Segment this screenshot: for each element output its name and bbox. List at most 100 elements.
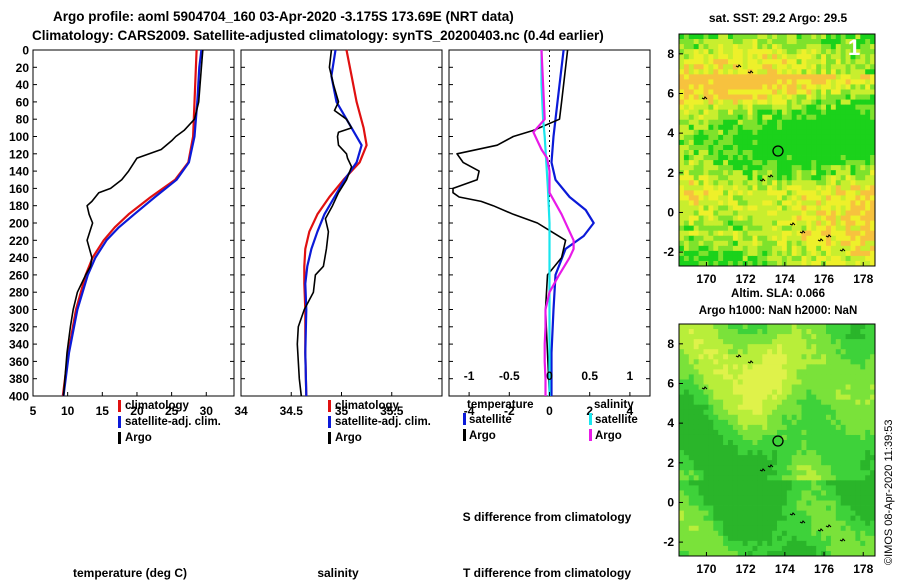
heatmap-cell [713,535,719,542]
heatmap-cell [703,344,709,350]
heatmap-cell [855,150,861,156]
heatmap-cell [870,409,876,416]
heatmap-cell [728,99,734,106]
heatmap-cell [801,460,807,466]
heatmap-cell [742,520,748,527]
heatmap-cell [830,260,837,267]
heatmap-cell [811,404,817,411]
heatmap-cell [703,445,709,451]
heatmap-cell [679,480,685,486]
heatmap-cell [762,144,768,151]
heatmap-cell [747,235,753,242]
map-x-tick-label: 170 [696,562,716,576]
heatmap-cell [796,49,802,55]
heatmap-cell [806,424,812,431]
heatmap-cell [855,215,861,222]
heatmap-cell [865,530,871,537]
heatmap-cell [777,520,783,527]
heatmap-cell [806,205,812,211]
heatmap-cell [728,424,734,431]
heatmap-cell [801,205,807,211]
heatmap-cell [762,440,768,446]
heatmap-cell [786,44,793,50]
heatmap-cell [826,394,832,401]
heatmap-cell [752,384,758,390]
heatmap-cell [865,69,871,75]
heatmap-cell [767,245,773,252]
heatmap-cell [801,394,807,401]
heatmap-cell [811,434,817,441]
heatmap-cell [860,339,866,345]
heatmap-cell [801,134,807,141]
heatmap-cell [752,74,758,80]
heatmap-cell [742,480,748,486]
heatmap-cell [679,144,685,151]
heatmap-cell [791,409,797,416]
heatmap-cell [767,505,773,512]
heatmap-cell [791,150,797,156]
heatmap-cell [732,470,739,476]
heatmap-cell [723,54,729,60]
heatmap-cell [772,114,778,121]
heatmap-cell [762,349,768,355]
heatmap-cell [821,220,827,227]
heatmap-cell [708,480,714,486]
heatmap-cell [752,419,758,426]
heatmap-cell [718,129,724,136]
heatmap-cell [865,170,871,176]
heatmap-cell [777,525,783,532]
heatmap-cell [840,139,846,146]
heatmap-cell [723,550,729,557]
heatmap-cell [855,255,861,262]
heatmap-cell [791,225,797,232]
heatmap-cell [801,185,807,191]
heatmap-cell [708,434,714,441]
heatmap-cell [723,34,729,40]
heatmap-cell [796,215,802,222]
heatmap-cell [801,334,807,340]
heatmap-cell [723,379,729,385]
s-tick-label: -1 [464,369,475,383]
heatmap-cell [791,84,797,90]
heatmap-cell [723,505,729,512]
heatmap-cell [703,195,709,201]
heatmap-cell [806,89,812,95]
heatmap-cell [835,414,842,421]
heatmap-cell [737,389,744,396]
heatmap-cell [679,84,685,90]
heatmap-cell [718,74,724,80]
heatmap-cell [816,235,822,242]
heatmap-cell [757,124,763,131]
heatmap-cell [860,119,866,126]
heatmap-cell [816,379,822,385]
heatmap-cell [747,485,753,491]
heatmap-cell [767,150,773,156]
heatmap-cell [821,89,827,95]
heatmap-cell [688,369,695,375]
heatmap-cell [713,329,719,335]
heatmap-cell [791,54,797,60]
heatmap-cell [698,490,704,496]
heatmap-cell [679,39,685,45]
heatmap-cell [811,150,817,156]
heatmap-cell [811,114,817,121]
heatmap-cell [835,230,842,237]
x-tick-label: 2 [586,404,593,418]
heatmap-cell [860,455,866,461]
heatmap-cell [821,94,827,100]
heatmap-cell [703,215,709,222]
heatmap-cell [830,434,837,441]
heatmap-cell [708,129,714,136]
heatmap-cell [777,39,783,45]
heatmap-cell [855,429,861,436]
heatmap-cell [855,455,861,461]
heatmap-cell [860,200,866,206]
heatmap-cell [723,535,729,542]
island-outline [735,354,742,358]
heatmap-cell [796,414,802,421]
heatmap-cell [772,44,778,50]
heatmap-cell [698,225,704,232]
heatmap-cell [752,339,758,345]
heatmap-cell [683,54,690,60]
depth-tick-label: 160 [9,182,29,196]
